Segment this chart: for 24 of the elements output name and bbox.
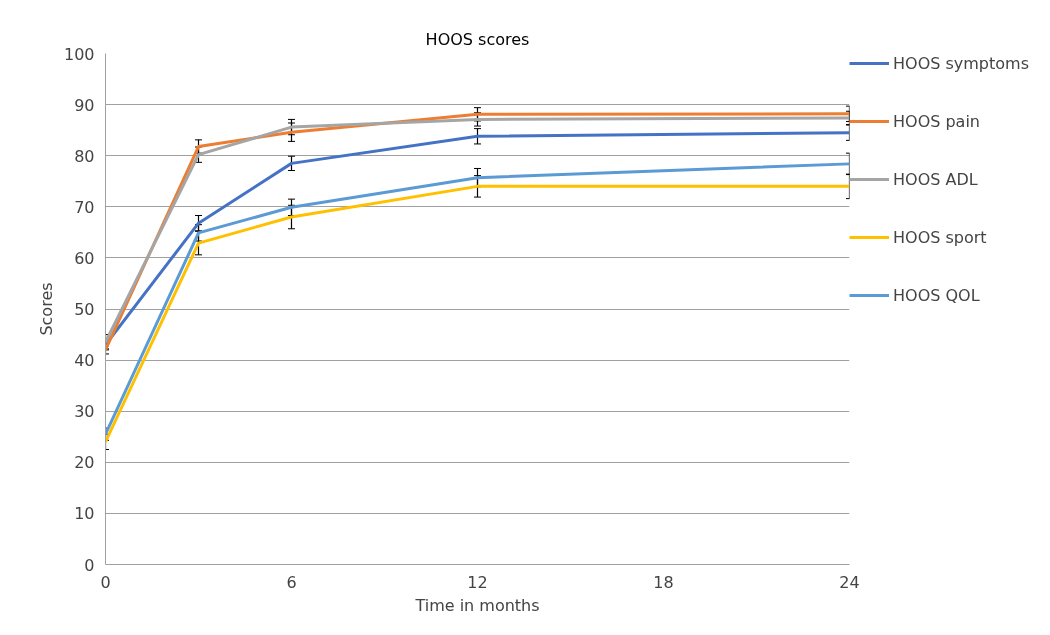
- y-axis-title: Scores: [36, 282, 56, 336]
- y-tick-label: 0: [84, 555, 95, 575]
- y-tick-label: 100: [63, 44, 95, 64]
- x-tick-label: 18: [653, 572, 674, 592]
- y-tick-label: 90: [74, 95, 95, 115]
- x-tick-label: 12: [467, 572, 488, 592]
- y-tick-label: 50: [74, 300, 95, 319]
- legend-label: HOOS ADL: [893, 169, 978, 189]
- y-tick-label: 30: [74, 402, 95, 422]
- y-tick-label: 10: [74, 504, 95, 524]
- y-tick-label: 70: [74, 197, 95, 217]
- legend-label: HOOS sport: [893, 227, 987, 247]
- chart-title: HOOS scores: [425, 29, 530, 49]
- x-tick-label: 0: [100, 572, 111, 592]
- y-tick-label: 20: [74, 453, 95, 473]
- legend-label: HOOS pain: [893, 111, 981, 131]
- legend-label: HOOS QOL: [893, 285, 980, 305]
- x-tick-label: 6: [286, 572, 297, 592]
- y-tick-label: 60: [74, 248, 95, 268]
- x-tick-label: 24: [839, 572, 860, 592]
- legend-label: HOOS symptoms: [893, 53, 1029, 73]
- x-axis-title: Time in months: [414, 595, 540, 615]
- y-tick-label: 80: [74, 146, 95, 166]
- y-tick-label: 40: [74, 351, 95, 371]
